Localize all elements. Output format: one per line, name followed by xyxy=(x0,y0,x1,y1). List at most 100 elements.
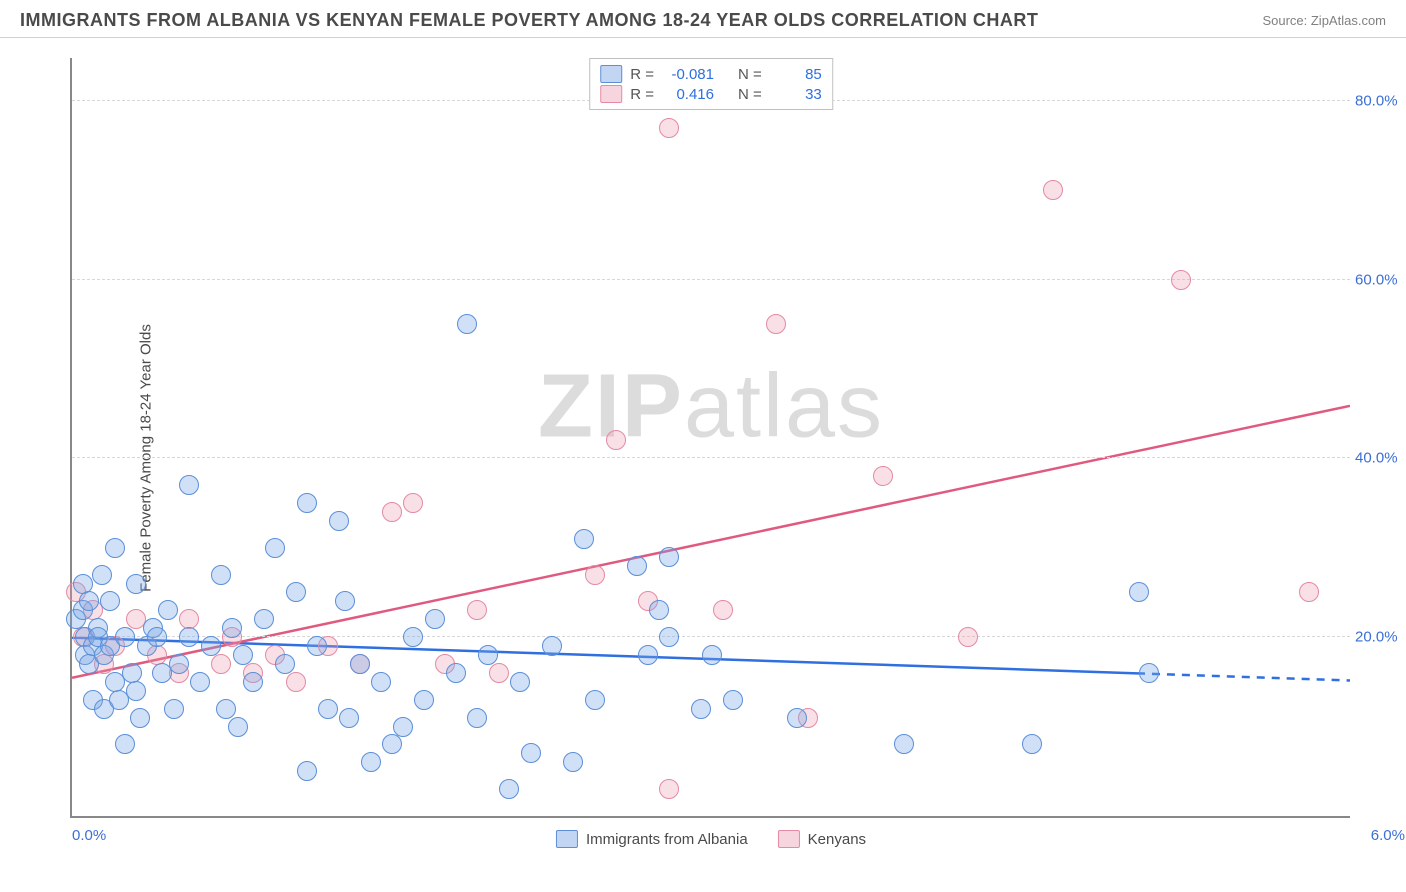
data-point-a xyxy=(510,672,530,692)
data-point-a xyxy=(105,538,125,558)
trendlines xyxy=(72,58,1350,816)
swatch-b-icon xyxy=(600,85,622,103)
legend-item-a: Immigrants from Albania xyxy=(556,830,748,848)
legend-item-b: Kenyans xyxy=(778,830,866,848)
data-point-a xyxy=(382,734,402,754)
gridline xyxy=(72,279,1350,280)
correlation-legend: R = -0.081 N = 85 R = 0.416 N = 33 xyxy=(589,58,833,110)
r-label: R = xyxy=(630,86,654,103)
data-point-a xyxy=(425,609,445,629)
data-point-a xyxy=(164,699,184,719)
data-point-a xyxy=(307,636,327,656)
data-point-b xyxy=(1299,582,1319,602)
data-point-a xyxy=(499,779,519,799)
chart-header: IMMIGRANTS FROM ALBANIA VS KENYAN FEMALE… xyxy=(0,0,1406,38)
watermark-atlas: atlas xyxy=(684,356,884,456)
data-point-b xyxy=(403,493,423,513)
y-tick-label: 40.0% xyxy=(1355,450,1406,467)
gridline xyxy=(72,636,1350,637)
data-point-a xyxy=(297,761,317,781)
data-point-a xyxy=(894,734,914,754)
data-point-b xyxy=(659,779,679,799)
data-point-a xyxy=(222,618,242,638)
chart-title: IMMIGRANTS FROM ALBANIA VS KENYAN FEMALE… xyxy=(20,10,1038,31)
data-point-a xyxy=(243,672,263,692)
data-point-b xyxy=(1171,270,1191,290)
swatch-a-icon xyxy=(600,65,622,83)
data-point-b xyxy=(467,600,487,620)
data-point-b xyxy=(1043,180,1063,200)
data-point-a xyxy=(228,717,248,737)
gridline xyxy=(72,457,1350,458)
data-point-a xyxy=(211,565,231,585)
data-point-a xyxy=(1129,582,1149,602)
data-point-b xyxy=(382,502,402,522)
data-point-a xyxy=(297,493,317,513)
legend-label-b: Kenyans xyxy=(808,831,866,848)
data-point-a xyxy=(100,591,120,611)
data-point-a xyxy=(115,734,135,754)
data-point-a xyxy=(457,314,477,334)
chart-container: Female Poverty Among 18-24 Year Olds ZIP… xyxy=(20,48,1386,868)
data-point-a xyxy=(371,672,391,692)
legend-row-a: R = -0.081 N = 85 xyxy=(600,65,822,83)
data-point-a xyxy=(179,627,199,647)
data-point-a xyxy=(574,529,594,549)
data-point-b xyxy=(873,466,893,486)
n-value-b: 33 xyxy=(770,86,822,103)
data-point-a xyxy=(216,699,236,719)
data-point-a xyxy=(467,708,487,728)
watermark: ZIPatlas xyxy=(538,355,884,458)
data-point-a xyxy=(478,645,498,665)
n-label: N = xyxy=(738,86,762,103)
data-point-a xyxy=(350,654,370,674)
series-legend: Immigrants from Albania Kenyans xyxy=(556,830,866,848)
data-point-b xyxy=(659,118,679,138)
data-point-a xyxy=(649,600,669,620)
data-point-a xyxy=(201,636,221,656)
data-point-a xyxy=(1139,663,1159,683)
x-tick-min: 0.0% xyxy=(72,827,106,844)
data-point-a xyxy=(169,654,189,674)
data-point-a xyxy=(190,672,210,692)
swatch-a-icon xyxy=(556,830,578,848)
data-point-a xyxy=(126,681,146,701)
data-point-a xyxy=(691,699,711,719)
data-point-a xyxy=(233,645,253,665)
data-point-a xyxy=(787,708,807,728)
y-tick-label: 60.0% xyxy=(1355,271,1406,288)
r-value-b: 0.416 xyxy=(662,86,714,103)
data-point-a xyxy=(446,663,466,683)
data-point-a xyxy=(542,636,562,656)
data-point-a xyxy=(286,582,306,602)
data-point-a xyxy=(254,609,274,629)
data-point-a xyxy=(638,645,658,665)
data-point-a xyxy=(115,627,135,647)
data-point-a xyxy=(1022,734,1042,754)
y-tick-label: 20.0% xyxy=(1355,629,1406,646)
data-point-a xyxy=(361,752,381,772)
data-point-a xyxy=(563,752,583,772)
data-point-a xyxy=(659,547,679,567)
r-value-a: -0.081 xyxy=(662,66,714,83)
data-point-a xyxy=(627,556,647,576)
data-point-a xyxy=(130,708,150,728)
data-point-a xyxy=(723,690,743,710)
data-point-a xyxy=(158,600,178,620)
data-point-a xyxy=(585,690,605,710)
source-label: Source: ZipAtlas.com xyxy=(1262,13,1386,28)
data-point-a xyxy=(329,511,349,531)
data-point-b xyxy=(286,672,306,692)
data-point-b xyxy=(585,565,605,585)
r-label: R = xyxy=(630,66,654,83)
data-point-a xyxy=(414,690,434,710)
n-label: N = xyxy=(738,66,762,83)
data-point-b xyxy=(958,627,978,647)
trend-line xyxy=(1137,673,1350,680)
data-point-a xyxy=(521,743,541,763)
data-point-a xyxy=(659,627,679,647)
data-point-a xyxy=(393,717,413,737)
data-point-a xyxy=(122,663,142,683)
data-point-a xyxy=(318,699,338,719)
n-value-a: 85 xyxy=(770,66,822,83)
